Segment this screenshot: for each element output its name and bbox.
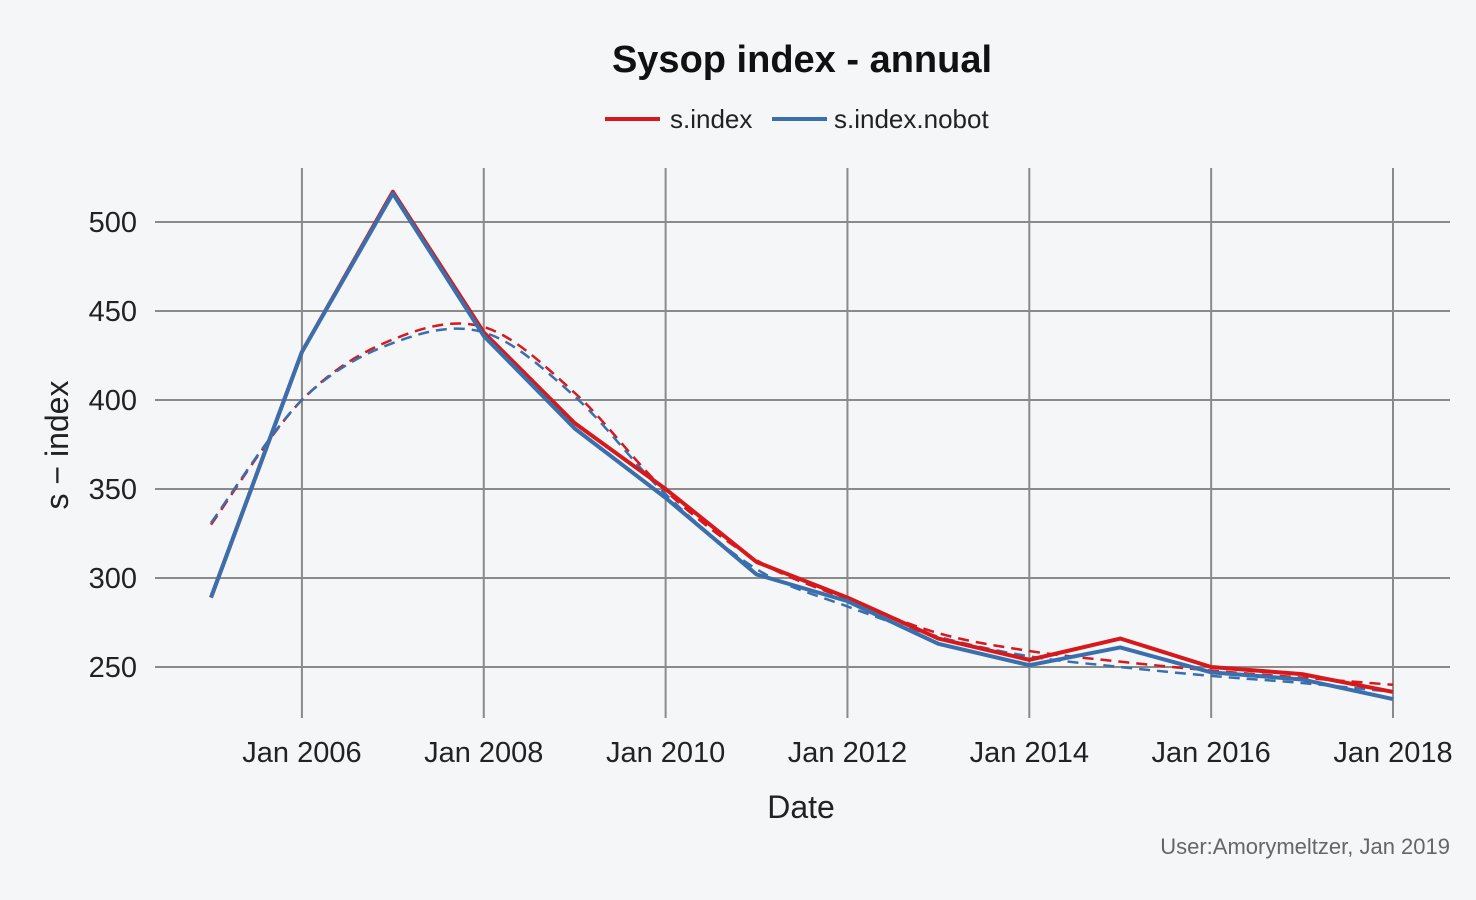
series-line-s-index: [209, 189, 1394, 694]
x-tick-label: Jan 2012: [788, 737, 907, 769]
gridlines: [155, 168, 1450, 718]
y-axis-label: s − index: [39, 381, 75, 510]
y-tick-label: 350: [89, 474, 137, 506]
y-tick-label: 500: [89, 207, 137, 239]
legend-label-s-index-nobot: s.index.nobot: [834, 104, 989, 134]
trend-lines: [209, 322, 1394, 694]
trend-line-s-index-nobot: [209, 327, 1394, 694]
y-axis-ticks: 250 300 350 400 450 500: [89, 207, 137, 684]
y-tick-label: 450: [89, 296, 137, 328]
x-tick-label: Jan 2006: [242, 737, 361, 769]
legend-label-s-index: s.index: [670, 104, 752, 134]
y-tick-label: 400: [89, 385, 137, 417]
series-lines: [209, 189, 1394, 701]
trend-line-s-index: [209, 322, 1394, 687]
x-tick-label: Jan 2010: [606, 737, 725, 769]
x-tick-label: Jan 2016: [1151, 737, 1270, 769]
series-line-s-index-nobot: [209, 191, 1394, 701]
x-axis-ticks: Jan 2006 Jan 2008 Jan 2010 Jan 2012 Jan 2014…: [242, 737, 1452, 769]
y-tick-label: 250: [89, 652, 137, 684]
chart-caption: User:Amorymeltzer, Jan 2019: [1160, 834, 1450, 859]
x-axis-label: Date: [767, 789, 835, 825]
y-tick-label: 300: [89, 563, 137, 595]
chart-title: Sysop index - annual: [612, 39, 992, 81]
x-tick-label: Jan 2008: [424, 737, 543, 769]
x-tick-label: Jan 2018: [1333, 737, 1452, 769]
x-tick-label: Jan 2014: [970, 737, 1089, 769]
legend: s.index s.index.nobot: [605, 104, 989, 134]
